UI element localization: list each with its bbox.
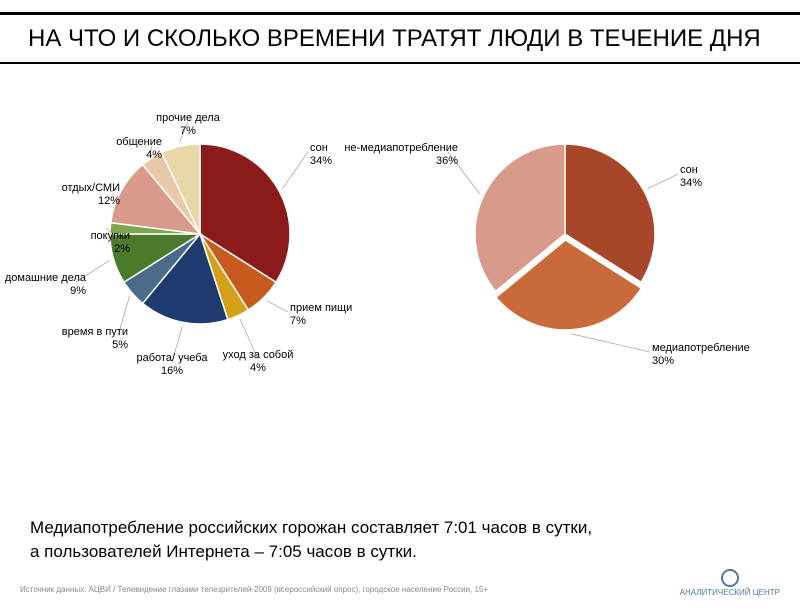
slice-label: покупки2%	[91, 230, 130, 256]
slice-label-pct: 34%	[680, 177, 702, 190]
slice-label-name: прием пищи	[290, 302, 352, 314]
slice-label-pct: 9%	[5, 285, 86, 298]
slice-label: прочие дела7%	[156, 112, 220, 138]
slice-label-pct: 30%	[652, 355, 750, 368]
leader-line	[647, 174, 678, 189]
slice-label-name: отдых/СМИ	[62, 182, 120, 194]
slice-label-pct: 4%	[116, 149, 162, 162]
slice-label-pct: 7%	[156, 125, 220, 138]
leader-line	[266, 301, 288, 313]
slice-label-pct: 7%	[290, 315, 352, 328]
slice-label-name: домашние дела	[5, 272, 86, 284]
slice-label: работа/ учеба16%	[137, 352, 208, 378]
slice-label-name: сон	[310, 142, 328, 154]
slice-label: сон34%	[680, 164, 702, 190]
slice-label-pct: 2%	[91, 243, 130, 256]
slice-label: прием пищи7%	[290, 302, 352, 328]
slice-label: сон34%	[310, 142, 332, 168]
slice-label: общение4%	[116, 136, 162, 162]
title-area: НА ЧТО И СКОЛЬКО ВРЕМЕНИ ТРАТЯТ ЛЮДИ В Т…	[0, 15, 800, 64]
slice-label-pct: 34%	[310, 155, 332, 168]
leader-line	[571, 334, 650, 352]
logo-text: АНАЛИТИЧЕСКИЙ ЦЕНТР	[680, 589, 780, 598]
slice-label-pct: 36%	[344, 155, 458, 168]
source-attribution: Источник данных: АЦВИ / Телевидение глаз…	[20, 585, 488, 594]
slice-label: отдых/СМИ12%	[62, 182, 120, 208]
slice-label-pct: 12%	[62, 195, 120, 208]
pie-svg	[400, 74, 760, 384]
charts-row: сон34%прием пищи7%уход за собой4%работа/…	[0, 64, 800, 384]
slice-label-name: не-медиапотребление	[344, 142, 458, 154]
pie-chart-activities: сон34%прием пищи7%уход за собой4%работа/…	[20, 74, 380, 384]
leader-line	[282, 152, 308, 189]
slice-label: медиапотребление30%	[652, 342, 750, 368]
slice-label-name: работа/ учеба	[137, 352, 208, 364]
caption-line-1: Медиапотребление российских горожан сост…	[30, 518, 592, 537]
slice-label-pct: 4%	[223, 362, 294, 375]
brand-logo: АНАЛИТИЧЕСКИЙ ЦЕНТР	[680, 569, 780, 598]
slice-label-name: сон	[680, 164, 698, 176]
caption-text: Медиапотребление российских горожан сост…	[30, 516, 750, 564]
pie-chart-media: сон34%медиапотребление30%не-медиапотребл…	[400, 74, 760, 384]
caption-line-2: а пользователей Интернета – 7:05 часов в…	[30, 542, 417, 561]
slice-label-pct: 5%	[62, 339, 128, 352]
slice-label-name: прочие дела	[156, 112, 220, 124]
slice-label-name: уход за собой	[223, 349, 294, 361]
slice-label-pct: 16%	[137, 365, 208, 378]
slice-label: уход за собой4%	[223, 349, 294, 375]
slice-label: время в пути5%	[62, 326, 128, 352]
page-title: НА ЧТО И СКОЛЬКО ВРЕМЕНИ ТРАТЯТ ЛЮДИ В Т…	[28, 23, 772, 54]
logo-ring-icon	[721, 569, 739, 587]
slice-label: домашние дела9%	[5, 272, 86, 298]
slice-label: не-медиапотребление36%	[344, 142, 458, 168]
slice-label-name: медиапотребление	[652, 342, 750, 354]
slice-label-name: общение	[116, 136, 162, 148]
slice-label-name: время в пути	[62, 326, 128, 338]
slice-label-name: покупки	[91, 230, 130, 242]
